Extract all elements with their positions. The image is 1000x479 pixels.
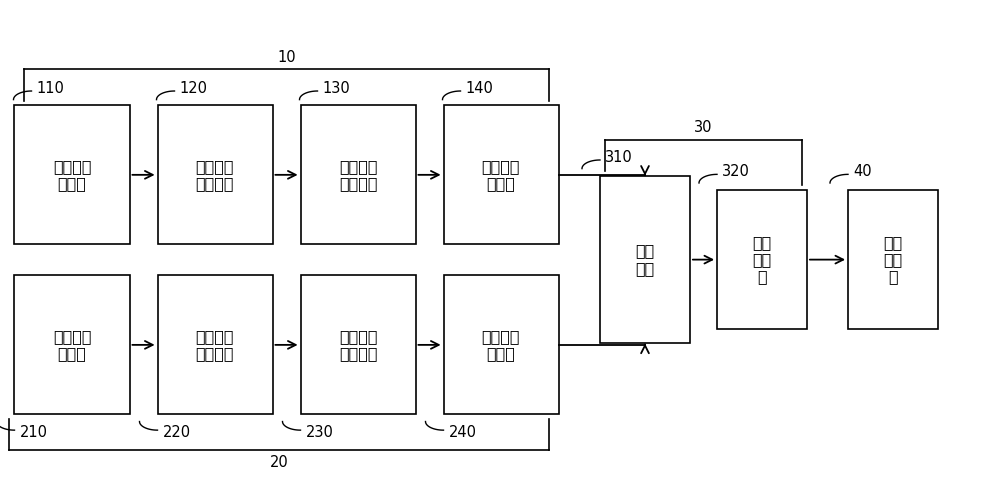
Bar (848, 190, 938, 329)
Text: 130: 130 (322, 81, 350, 96)
Text: 220: 220 (162, 425, 191, 440)
Text: 第一偏振
控制器: 第一偏振 控制器 (482, 159, 520, 191)
Text: 光电
导天
线: 光电 导天 线 (883, 235, 903, 285)
Bar (444, 275, 558, 414)
Text: 240: 240 (448, 425, 477, 440)
Text: 光放
大单
元: 光放 大单 元 (752, 235, 772, 285)
Text: 320: 320 (722, 164, 750, 180)
Text: 第二偏振
控制器: 第二偏振 控制器 (482, 329, 520, 361)
Text: 40: 40 (853, 164, 872, 180)
Text: 140: 140 (466, 81, 493, 96)
Text: 310: 310 (605, 150, 633, 165)
Bar (444, 105, 558, 244)
Bar (158, 105, 272, 244)
Text: 30: 30 (694, 120, 713, 136)
Text: 第一色散
拉伸单元: 第一色散 拉伸单元 (339, 159, 377, 191)
Text: 第二飞秒
激光源: 第二飞秒 激光源 (53, 329, 91, 361)
Text: 第二可调
光滤波器: 第二可调 光滤波器 (196, 329, 234, 361)
Bar (600, 176, 690, 343)
Text: 10: 10 (277, 50, 296, 65)
Bar (14, 105, 130, 244)
Bar (300, 105, 416, 244)
Text: 110: 110 (36, 81, 64, 96)
Text: 210: 210 (19, 425, 47, 440)
Text: 耦合
单元: 耦合 单元 (635, 243, 655, 276)
Bar (158, 275, 272, 414)
Bar (717, 190, 807, 329)
Text: 20: 20 (270, 455, 288, 470)
Text: 120: 120 (180, 81, 208, 96)
Bar (14, 275, 130, 414)
Bar (300, 275, 416, 414)
Text: 230: 230 (306, 425, 333, 440)
Text: 第一飞秒
激光源: 第一飞秒 激光源 (53, 159, 91, 191)
Text: 第一可调
光滤波器: 第一可调 光滤波器 (196, 159, 234, 191)
Text: 第二色散
拉伸单元: 第二色散 拉伸单元 (339, 329, 377, 361)
